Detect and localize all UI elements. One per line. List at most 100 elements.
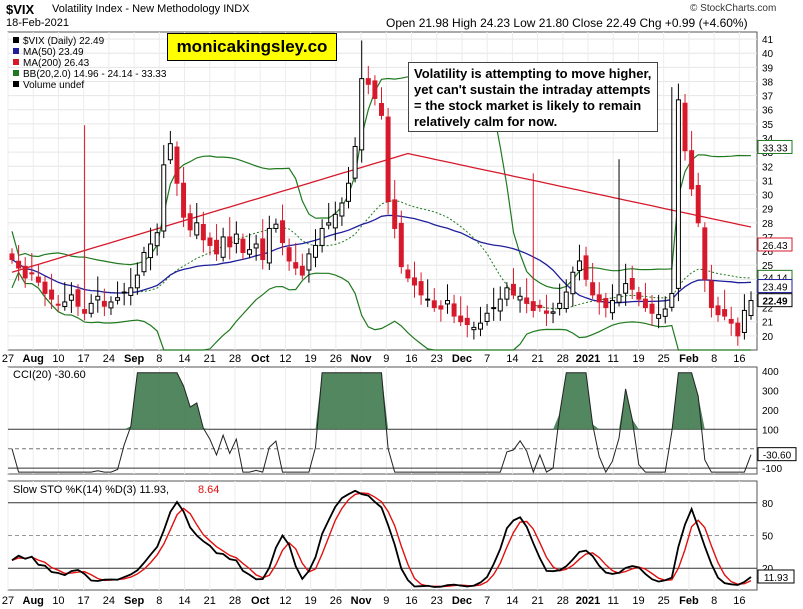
candle-body [451,303,457,317]
candle-body [181,182,187,218]
candle-body [662,308,668,317]
date-label-bottom: 19 [305,595,317,607]
candle-body [108,301,114,309]
candle-body [365,78,371,85]
candle-body [728,318,734,324]
legend-swatch [13,48,19,54]
legend-entry: $VIX (Daily) 22.49 [23,36,105,47]
cci-badge-label: -30.60 [763,451,792,462]
candle-body [260,238,266,261]
date-label-bottom: 28 [557,595,569,607]
candle-body [346,182,351,202]
candle-body [583,255,589,280]
sto-badge-label: 11.93 [764,573,789,584]
candle-body [524,297,530,304]
date-label-bottom: 28 [229,595,241,607]
date-label: 26 [330,353,342,365]
date-label-bottom: 11 [608,595,619,607]
date-label-bottom: Oct [251,595,270,607]
candle-body [550,311,556,314]
cci-tick-label: -100 [762,464,782,475]
price-tick-label: 32 [762,162,774,173]
date-label: 19 [305,353,317,365]
candle-body [227,236,233,248]
bb-upper-line [11,62,752,290]
candle-body [418,281,424,296]
candle-body [510,283,516,296]
sto-label-d: 8.64 [198,484,219,496]
candle-body [372,80,378,99]
date-label: Nov [351,353,373,365]
date-label: 16 [733,353,745,365]
sto-k-line [11,489,752,588]
date-label: 28 [557,353,569,365]
candle-body [253,243,259,249]
candle-body [22,265,28,279]
price-tick-label: 41 [762,35,774,46]
candle-body [557,302,563,309]
candle-body [55,303,61,306]
date-label-bottom: 17 [78,595,90,607]
candle-body [570,271,576,295]
candle-body [695,184,701,224]
candle-body [154,232,160,247]
date-label-bottom: Feb [679,595,699,607]
legend-swatch [13,81,19,87]
ticker-title: $VIX [6,2,35,17]
candle-body [379,103,384,116]
date-label: 8 [156,353,162,365]
date-label: Sep [124,353,144,365]
candle-body [273,223,279,229]
date-label: 24 [103,353,115,365]
date-label-bottom: 14 [178,595,190,607]
legend-swatch [13,59,19,65]
candle-body [682,102,688,152]
date-label-bottom: 14 [506,595,518,607]
ma50-line [11,214,752,304]
date-label-bottom: Aug [23,595,44,607]
candle-body [675,99,681,289]
date-label-bottom: 8 [156,595,162,607]
candle-body [214,239,220,255]
candle-body [42,281,48,294]
price-badge [757,293,793,308]
candle-body [609,300,615,314]
price-tick-label: 38 [762,77,774,88]
brand-label: monicakingsley.co [167,33,337,61]
candle-body [477,322,483,330]
candle-body [233,233,239,244]
price-tick-label: 29 [762,205,774,216]
candle-body [326,222,332,226]
candle-body [649,303,655,314]
candle-body [16,260,22,269]
date-label-bottom: 23 [431,595,443,607]
chart-date: 18-Feb-2021 [6,17,69,29]
candle-body [359,78,365,151]
date-label-bottom: 2021 [576,595,600,607]
candle-body [444,300,450,305]
date-label: Oct [251,353,270,365]
price-tick-label: 22 [762,304,774,315]
date-label: 28 [229,353,241,365]
candle-body [75,289,81,307]
date-label: 19 [632,353,644,365]
candle-body [194,222,200,236]
price-badge-label: 26.43 [762,241,787,252]
candle-body [161,164,167,232]
legend-entry: MA(200) 26.43 [23,58,90,69]
candle-body [689,150,695,190]
source-credit: © StockCharts.com [690,3,777,14]
cci-line [11,372,752,474]
price-tick-label: 31 [762,176,774,187]
date-label: 7 [484,353,490,365]
candle-body [438,305,444,310]
candle-body [385,116,391,203]
candle-body [735,322,741,337]
date-label-bottom: 24 [103,595,115,607]
candle-body [240,238,246,253]
date-label-bottom: 10 [52,595,64,607]
candle-body [339,202,345,217]
candle-body [636,292,642,300]
cci-tick-label: 100 [762,425,779,436]
